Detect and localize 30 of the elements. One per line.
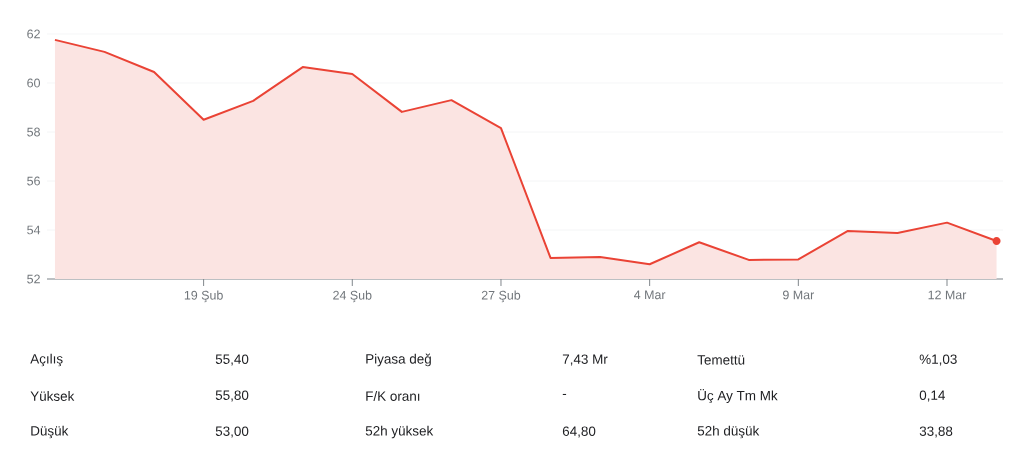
text: -	[562, 393, 567, 395]
text: 52h yüksek	[365, 425, 434, 439]
x-tick-label: 9 Mar	[782, 290, 815, 300]
text: F/K oranı	[366, 391, 420, 401]
text: Düşük	[31, 425, 69, 439]
text: 55,40	[215, 354, 249, 366]
x-tick-label: 4 Mar	[634, 290, 666, 300]
y-tick-label: 60	[27, 78, 40, 88]
text: 64,80	[562, 426, 596, 438]
text: Piyasa değ	[366, 353, 431, 367]
text: 53,00	[215, 426, 249, 438]
text: 0,14	[919, 390, 945, 402]
y-tick-label: 58	[27, 127, 40, 137]
y-tick-label: 54	[27, 225, 41, 235]
text: Temettü	[697, 355, 745, 365]
text: Yüksek	[30, 391, 75, 401]
text: Açılış	[30, 353, 63, 367]
x-tick-label: 12 Mar	[928, 290, 967, 300]
text: Üç Ay Tm Mk	[698, 388, 778, 404]
text: %1,03	[919, 354, 957, 366]
y-tick-label: 52	[27, 274, 40, 284]
text: 52h düşük	[697, 425, 760, 439]
text: 55,80	[215, 390, 249, 402]
text: 7,43 Mr	[562, 354, 608, 366]
x-tick-label: 24 Şub	[333, 290, 372, 303]
x-tick-label: 27 Şub	[481, 290, 521, 303]
x-tick-label: 19 Şub	[184, 290, 223, 303]
y-tick-label: 62	[27, 29, 40, 39]
y-tick-label: 56	[27, 176, 40, 186]
text: 33,88	[919, 426, 953, 438]
